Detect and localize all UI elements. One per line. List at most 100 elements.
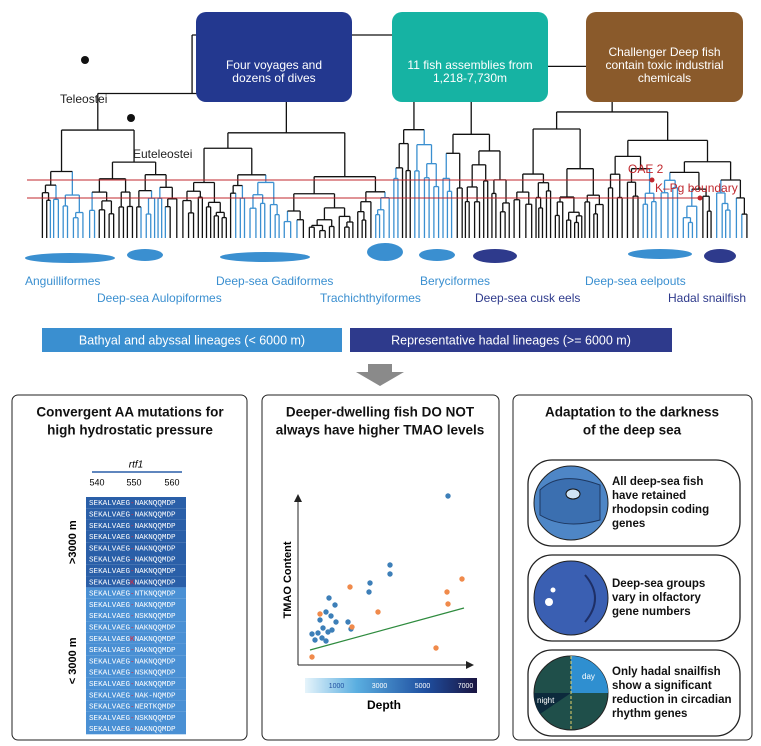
box-text: 1,218-7,730m — [433, 71, 507, 85]
sequence-row — [86, 666, 186, 678]
item-box — [527, 649, 741, 737]
nostril — [545, 598, 553, 606]
item-text: have retained — [612, 490, 686, 502]
panel-frame — [11, 394, 248, 741]
sequence-row — [86, 519, 186, 531]
sequence: SEKALVAEG-NAKNQQMDP — [89, 624, 176, 632]
item-text: genes — [612, 518, 645, 530]
sequence: SEKALVAEGKNAKNQQMDP — [89, 579, 176, 587]
panel-title: high hydrostatic pressure — [47, 423, 213, 438]
panel-frame — [512, 394, 753, 741]
item-text: reduction in circadian — [612, 694, 732, 706]
sequence-row — [86, 632, 186, 644]
lineage-label: Deep-sea eelpouts — [585, 274, 686, 288]
item-text: All deep-sea fish — [612, 476, 703, 488]
sequence-row — [86, 497, 186, 509]
panel-title: Deeper-dwelling fish DO NOT — [286, 405, 475, 420]
top-box — [196, 12, 352, 102]
colorbar-tick: 3000 — [372, 683, 388, 690]
legend-label: Representative hadal lineages (>= 6000 m… — [391, 333, 631, 347]
eye — [550, 587, 556, 593]
sequence-row — [86, 711, 186, 723]
event-dot — [649, 177, 655, 183]
colorbar-tick: 5000 — [415, 683, 431, 690]
gene-label: rtf1 — [129, 460, 143, 471]
sequence: SEKALVAEG-NAKNQQMDP — [89, 557, 176, 565]
box-text: Challenger Deep fish — [608, 45, 720, 59]
colorbar-tick: 1000 — [329, 683, 345, 690]
sequence: SEKALVAEG-NAKNQQMDP — [89, 534, 176, 542]
clade-label: Teleostei — [60, 92, 107, 106]
sequence: SEKALVAEG-NAKNQQMDP — [89, 681, 176, 689]
trend-line — [309, 607, 465, 651]
sequence: SEKALVAEG-NSKNQQMDP — [89, 670, 176, 678]
sequence: SEKALVAEGKNAKNQQMDP — [89, 636, 176, 644]
box-text: chemicals — [638, 71, 691, 85]
sequence-row — [86, 610, 186, 622]
panel-title: always have higher TMAO levels — [276, 423, 485, 438]
sequence: SEKALVAEG-NTKNQQMDP — [89, 591, 176, 599]
box-text: Four voyages and — [226, 58, 322, 72]
fish-icon — [419, 249, 455, 261]
item-text: show a significant — [612, 680, 712, 692]
fish-icon — [25, 253, 115, 263]
gill — [584, 574, 596, 623]
item-text: gene numbers — [612, 606, 691, 618]
lineage-label: Deep-sea cusk eels — [475, 291, 580, 305]
day-sector — [571, 656, 608, 693]
node-dot — [127, 114, 135, 122]
box-text: contain toxic industrial — [605, 58, 723, 72]
fish-icon — [628, 249, 692, 259]
sequence: SEKALVAEG-NAKNQQMDP — [89, 602, 176, 610]
panel-title: of the deep sea — [583, 423, 682, 438]
group-label: >3000 m — [67, 520, 79, 564]
sequence: SEKALVAEG-NAKNQQMDP — [89, 658, 176, 666]
axis-label: TMAO Content — [282, 541, 294, 618]
night-sector — [533, 693, 571, 714]
fish-icon — [473, 249, 517, 263]
legend-label: Bathyal and abyssal lineages (< 6000 m) — [79, 333, 305, 347]
sequence-row — [86, 576, 186, 588]
node-dot — [81, 56, 89, 64]
eye — [565, 488, 581, 500]
fish-icon — [220, 252, 310, 262]
fish-head — [539, 478, 601, 525]
legend-bar — [42, 328, 342, 352]
lineage-label: Trachichthyiformes — [320, 291, 421, 305]
sequence: SEKALVAEG-NAKNQQMDP — [89, 511, 176, 519]
sequence: SEKALVAEG-NERTKQMDP — [89, 704, 176, 712]
item-text: vary in olfactory — [612, 592, 701, 604]
sequence-row — [86, 508, 186, 520]
sequence: SEKALVAEG-NAKNQQMDP — [89, 568, 176, 576]
position-label: 540 — [89, 477, 104, 487]
sequence-row — [86, 587, 186, 599]
icons — [533, 465, 609, 731]
panel-title: Adaptation to the darkness — [545, 405, 719, 420]
sequence-row — [86, 723, 186, 735]
lineage-label: Deep-sea Gadiformes — [216, 274, 333, 288]
phylogeny — [27, 34, 748, 238]
sequence-row — [86, 542, 186, 554]
icon-label: day — [582, 672, 595, 681]
panel-frame — [261, 394, 500, 741]
lineage-label: Hadal snailfish — [668, 291, 746, 305]
sequence: SEKALVAEG-NAKNQQMDP — [89, 545, 176, 553]
points — [309, 493, 451, 644]
lineage-label: Beryciformes — [420, 274, 490, 288]
arrow — [356, 364, 404, 386]
colorbar — [305, 678, 477, 693]
sequence: SEKALVAEG-NAKNQQMDP — [89, 726, 176, 734]
position-label: 560 — [164, 477, 179, 487]
clade-label: Euteleostei — [133, 147, 192, 161]
event-label: K–Pg boundary — [655, 181, 738, 195]
sequence: SEKALVAEG-NAK-NQMDP — [89, 692, 176, 700]
sequence-row — [86, 553, 186, 565]
colorbar-tick: 7000 — [458, 683, 474, 690]
sequence-row — [86, 655, 186, 667]
group-label: < 3000 m — [67, 637, 79, 684]
box-text: dozens of dives — [232, 71, 315, 85]
sequence-row — [86, 689, 186, 701]
points — [309, 576, 465, 660]
